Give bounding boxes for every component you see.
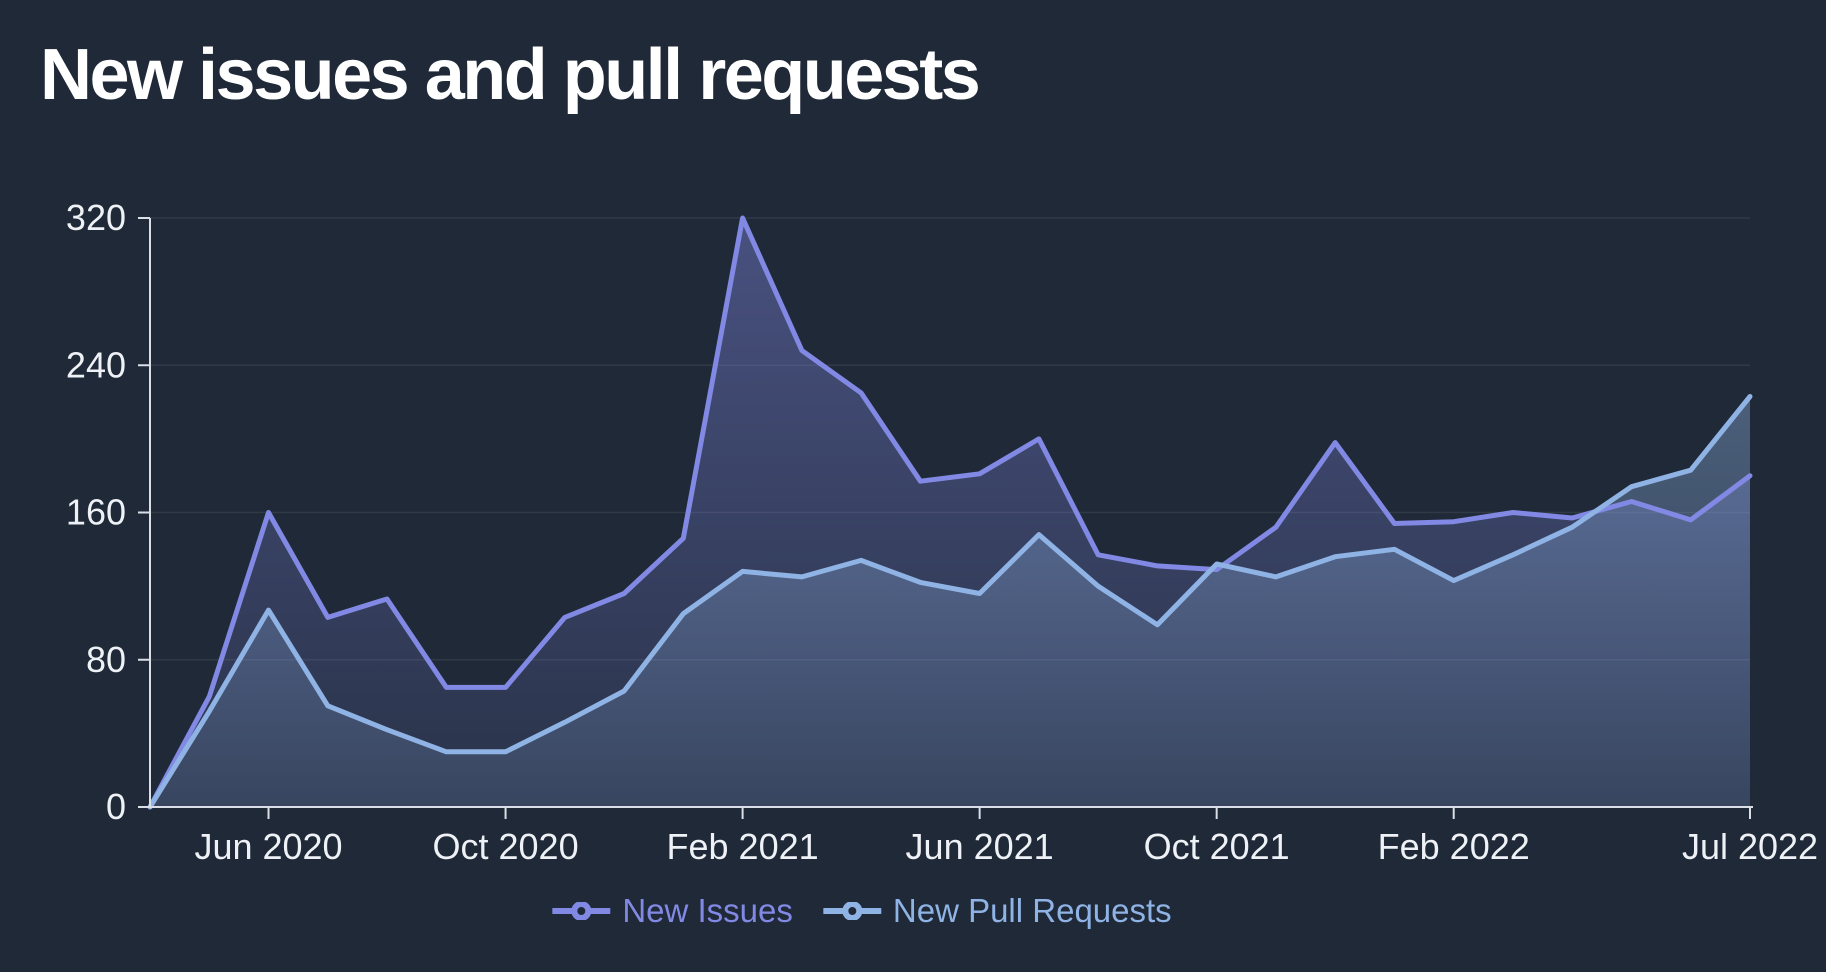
x-tick-label-oct-2021: Oct 2021 (1144, 826, 1290, 867)
legend-label: New Pull Requests (892, 892, 1172, 929)
x-tick-label-jul-2022: Jul 2022 (1682, 826, 1818, 867)
y-tick-label-240: 240 (66, 344, 126, 385)
legend-item-new-issues[interactable]: New Issues (552, 894, 793, 927)
line-new-pull-requests (147, 394, 1753, 810)
area-new-pull-requests (150, 396, 1750, 807)
chart-legend: New Issues New Pull Requests (552, 892, 1172, 929)
x-tick-label-feb-2021: Feb 2021 (667, 826, 819, 867)
x-tick-label-oct-2020: Oct 2020 (433, 826, 579, 867)
x-tick-label-feb-2022: Feb 2022 (1378, 826, 1530, 867)
series-areas (147, 215, 1753, 810)
y-tick-label-160: 160 (66, 492, 126, 533)
line-series-icon (552, 901, 611, 920)
page-title: New issues and pull requests (40, 35, 981, 115)
legend-item-new-pull-requests[interactable]: New Pull Requests (822, 892, 1172, 929)
axes: 0 80 160 240 320 Jun 2020 Oct 2020 Feb 2021 Jun … (66, 197, 1818, 867)
legend-label: New Issues (622, 892, 793, 929)
line-new-issues (147, 215, 1753, 810)
y-tick-label-320: 320 (66, 197, 126, 238)
y-tick-label-0: 0 (106, 786, 126, 827)
x-tick-label-jun-2021: Jun 2021 (906, 826, 1054, 867)
x-tick-label-jun-2020: Jun 2020 (194, 826, 342, 867)
y-tick-label-80: 80 (86, 639, 126, 680)
line-series-icon (822, 901, 881, 920)
